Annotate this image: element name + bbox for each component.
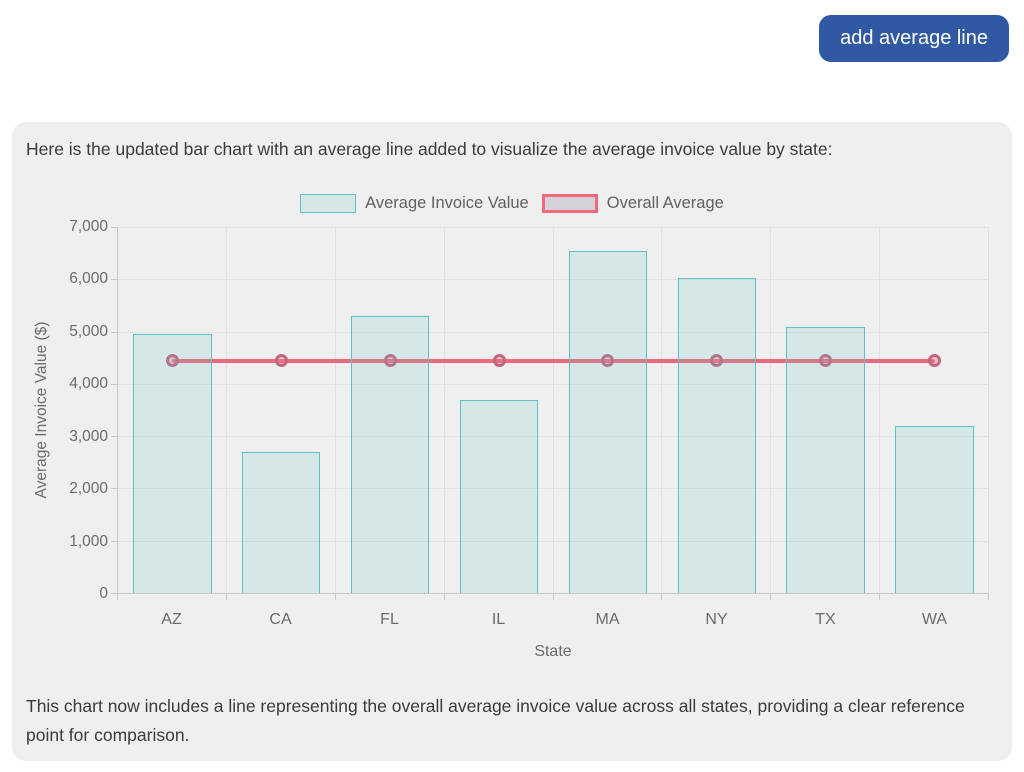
response-card: Here is the updated bar chart with an av… [12,122,1012,761]
gridline-vertical [661,227,663,593]
y-tick-label: 5,000 [69,322,108,340]
y-tick-label: 0 [99,585,108,602]
y-tick-label: 1,000 [69,532,108,550]
gridline-horizontal [118,331,989,333]
y-tick-mark [111,279,117,281]
x-tick-label: NY [705,611,728,628]
overall-average-point [819,354,833,368]
x-tick-mark [879,594,881,600]
gridline-horizontal [118,383,989,385]
x-tick-label: CA [269,611,292,628]
gridline-vertical [770,227,772,593]
y-tick-labels: 0 1,000 2,000 3,000 4,000 5,000 6,000 7,000 [12,218,108,602]
gridline-horizontal [118,488,989,490]
bar-fl [350,315,430,593]
gridline-vertical [443,227,445,593]
gridline-horizontal [118,436,989,438]
x-tick-mark [770,594,772,600]
overall-average-point [601,354,615,368]
x-tick-mark [443,594,445,600]
chart-legend: Average Invoice Value Overall Average [12,194,1012,213]
legend-item-average-invoice-value[interactable]: Average Invoice Value [300,194,529,213]
bar-ny [677,277,756,593]
y-tick-label: 7,000 [69,218,108,235]
y-tick-label: 4,000 [69,375,108,393]
x-tick-labels: AZ CA FL IL MA NY TX WA [117,611,989,631]
overall-average-point [165,354,179,368]
x-tick-mark [334,594,336,600]
x-tick-label: FL [380,611,399,628]
x-tick-label: MA [595,611,620,628]
gridline-vertical [225,227,227,593]
overall-average-point [492,354,506,368]
overall-average-point [928,354,942,368]
x-tick-label: IL [491,611,506,628]
gridline-vertical [988,227,989,593]
y-tick-mark [111,540,117,542]
x-tick-mark [225,594,227,600]
overall-average-point [274,354,288,368]
y-tick-mark [111,383,117,385]
bar-wa [895,425,974,593]
gridline-vertical [552,227,554,593]
overall-average-line [172,358,935,363]
x-tick-label: TX [815,611,836,628]
bar-ma [568,250,648,593]
bar-ca [242,451,321,593]
bar-az [133,333,212,593]
y-tick-label: 2,000 [69,480,108,498]
gridline-horizontal [118,279,989,281]
x-axis-title: State [534,643,572,660]
add-average-line-button[interactable]: add average line [819,15,1009,62]
x-tick-mark [661,594,663,600]
x-tick-label: WA [921,611,948,628]
legend-bar-label: Average Invoice Value [365,194,529,212]
y-tick-mark [111,331,117,333]
y-tick-mark [111,593,117,594]
gridline-vertical [879,227,881,593]
y-tick-label: 6,000 [69,270,108,288]
y-tick-mark [111,488,117,490]
legend-line-swatch [541,194,598,213]
bar-il [459,399,539,593]
legend-line-label: Overall Average [606,194,724,212]
plot-area [111,227,989,600]
intro-text: Here is the updated bar chart with an av… [26,139,833,159]
y-tick-mark [111,227,117,228]
gridline-horizontal [118,540,989,542]
x-tick-mark [988,594,989,600]
overall-average-point [710,354,724,368]
gridline-horizontal [118,227,989,228]
legend-item-overall-average[interactable]: Overall Average [541,194,724,213]
legend-bar-swatch [300,194,357,213]
x-tick-mark [552,594,554,600]
gridline-vertical [334,227,336,593]
x-tick-mark [117,594,118,600]
x-tick-label: AZ [161,611,182,628]
footer-text: This chart now includes a line represent… [26,696,965,745]
y-tick-mark [111,436,117,438]
overall-average-point [383,354,397,368]
bar-tx [786,327,865,593]
y-tick-label: 3,000 [69,427,108,445]
